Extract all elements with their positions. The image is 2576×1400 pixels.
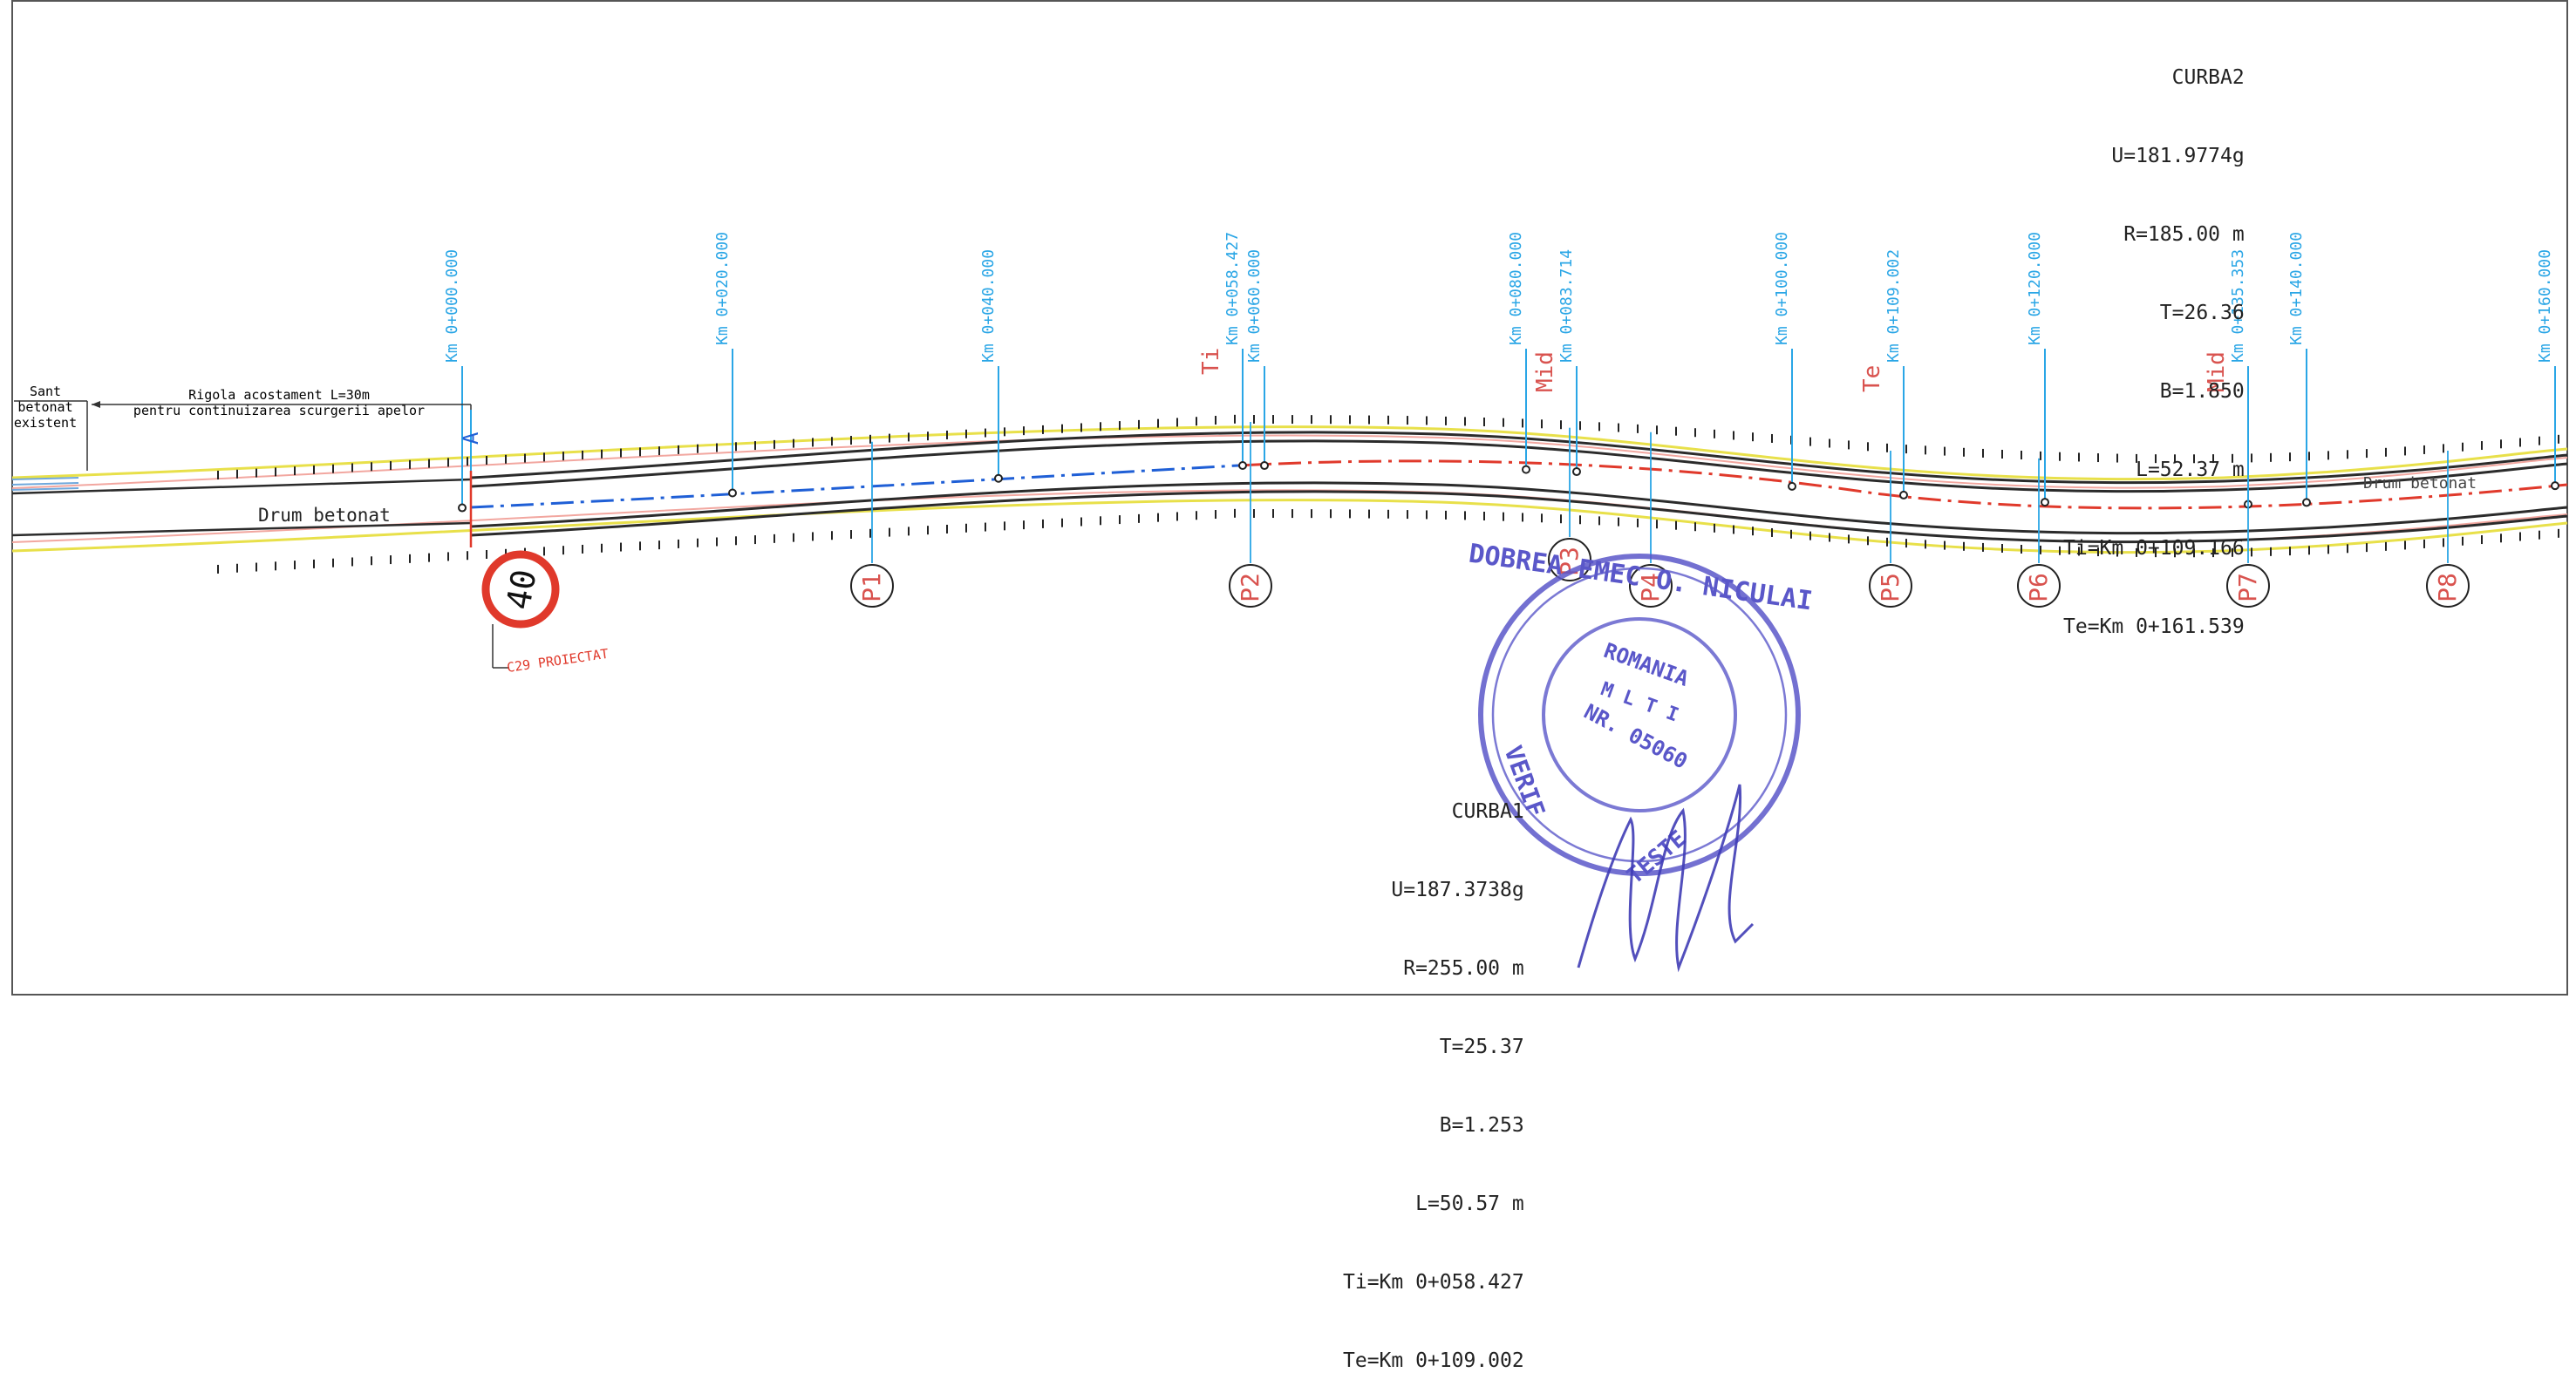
profile-marker-circle <box>2226 564 2270 608</box>
profile-marker-label: P1 <box>857 573 886 602</box>
chainage-point <box>994 473 1003 483</box>
road-edges <box>470 431 2568 544</box>
existing-ditch-hatch <box>11 477 79 491</box>
road-label: Drum betonat <box>258 505 391 526</box>
shoulder-top-pink <box>11 434 2568 489</box>
road-plan-drawing: Km 0+000.000 Km 0+020.000 Km 0+040.000 Km 0… <box>11 0 2568 996</box>
chainage-label: Km 0+080.000 <box>1507 232 1525 345</box>
profile-marker-circle <box>2426 564 2470 608</box>
profile-marker-circle <box>850 564 894 608</box>
start-marker: A <box>459 410 483 547</box>
sheet-border <box>11 0 2568 996</box>
chainage-label: Km 0+109.002 <box>1884 249 1903 363</box>
curve-2-name: CURBA2 <box>2171 66 2245 89</box>
ditch-label-line1: Sant <box>30 384 61 399</box>
gutter-note-line2: pentru continuizarea scurgerii apelor <box>133 403 425 418</box>
curve-2-ti: Ti=Km 0+109.166 <box>2063 537 2245 560</box>
speed-limit-sign-label: C29 PROIECTAT <box>506 646 610 676</box>
road-axis-red <box>1237 459 2568 510</box>
curve-1-l: L=50.57 m <box>1415 1193 1524 1215</box>
chainage-label: Km 0+058.427 <box>1223 232 1242 345</box>
gutter-note-line1: Rigola acostament L=30m <box>188 387 370 403</box>
profile-marker-circle <box>2017 564 2061 608</box>
profile-marker-label: P5 <box>1876 573 1905 602</box>
chainage-point <box>1238 461 1247 471</box>
curve-2-u: U=181.9774g <box>2111 145 2245 167</box>
profile-marker-circle <box>1629 564 1673 608</box>
curve-1-b: B=1.253 <box>1439 1114 1524 1137</box>
chainage-point <box>2551 481 2559 491</box>
chainage-layer: Km 0+000.000 Km 0+020.000 Km 0+040.000 Km 0… <box>443 232 2559 513</box>
chainage-label: Km 0+020.000 <box>713 232 732 345</box>
profile-marker-label: P2 <box>1236 573 1264 602</box>
curve-point-label: Te <box>1859 365 1885 392</box>
chainage-label: Km 0+100.000 <box>1773 232 1791 345</box>
curve-1-te: Te=Km 0+109.002 <box>1343 1349 1524 1372</box>
chainage-point <box>1522 465 1530 474</box>
curve-2-r: R=185.00 m <box>2123 223 2245 246</box>
curve-2-table: CURBA2 U=181.9774g R=185.00 m T=26.36 B=… <box>2063 12 2245 666</box>
gutter-note: Rigola acostament L=30m pentru continuiz… <box>92 387 472 471</box>
chainage-label: Km 0+140.000 <box>2287 232 2306 345</box>
verge-bottom-yellow <box>11 499 2568 554</box>
chainage-point <box>1788 481 1796 491</box>
curve-1-u: U=187.3738g <box>1391 879 1524 901</box>
curve-1-name: CURBA1 <box>1451 800 1524 823</box>
chainage-label: Km 0+083.714 <box>1557 249 1576 363</box>
road-label-right: Drum betonat <box>2363 474 2477 493</box>
curve-point-label: Mid <box>1532 351 1558 392</box>
chainage-point <box>458 503 467 513</box>
profile-marker-label: P7 <box>2233 573 2262 602</box>
profile-marker-circle <box>1869 564 1912 608</box>
ditch-label-line2: betonat <box>17 399 72 415</box>
chainage-label: Km 0+060.000 <box>1245 249 1264 363</box>
speed-limit-sign: 40 C29 PROIECTAT <box>481 550 610 676</box>
chainage-point <box>2041 498 2049 507</box>
profile-marker-label: P8 <box>2433 573 2462 602</box>
ditch-label-line3: existent <box>14 415 77 431</box>
slope-ticks <box>217 414 2559 574</box>
curve-1-ti: Ti=Km 0+058.427 <box>1343 1271 1524 1294</box>
existing-road <box>11 478 472 537</box>
profile-marker-label: P4 <box>1636 573 1665 602</box>
curve-2-l: L=52.37 m <box>2136 459 2245 481</box>
speed-limit-value: 40 <box>499 567 543 613</box>
chainage-label: Km 0+040.000 <box>979 249 998 363</box>
curve-point-label: Ti <box>1198 348 1224 375</box>
existing-ditch-label: Sant betonat existent <box>14 384 88 471</box>
signature <box>1577 784 1755 973</box>
chainage-label: Km 0+000.000 <box>443 249 461 363</box>
chainage-point <box>1260 461 1269 471</box>
profile-marker-circle <box>1548 538 1591 581</box>
chainage-point <box>1899 490 1908 500</box>
curve-1-table: CURBA1 U=187.3738g R=255.00 m T=25.37 B=… <box>1343 746 1524 1400</box>
chainage-label: Km 0+160.000 <box>2536 249 2554 363</box>
chainage-point <box>728 488 737 498</box>
chainage-point <box>1572 467 1581 477</box>
start-marker-label: A <box>459 432 483 445</box>
curve-1-r: R=255.00 m <box>1403 957 1524 980</box>
curve-2-b: B=1.850 <box>2159 380 2245 403</box>
road-axis-blue <box>470 464 1239 509</box>
profile-marker-circle <box>1229 564 1272 608</box>
curve-1-t: T=25.37 <box>1439 1036 1524 1058</box>
chainage-label: Km 0+120.000 <box>2026 232 2044 345</box>
curve-2-t: T=26.36 <box>2159 302 2245 324</box>
chainage-label: Km 0+135.353 <box>2229 249 2247 363</box>
chainage-point <box>2302 498 2311 507</box>
profile-marker-label: P6 <box>2024 573 2053 602</box>
curve-2-te: Te=Km 0+161.539 <box>2063 615 2245 638</box>
curve-point-label: Mid <box>2204 351 2230 392</box>
